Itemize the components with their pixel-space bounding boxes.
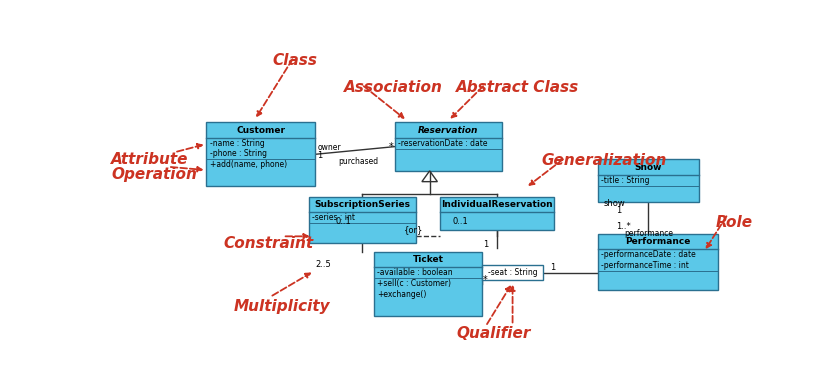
Text: Show: Show xyxy=(634,163,662,172)
Text: 2..5: 2..5 xyxy=(315,260,331,269)
Text: Class: Class xyxy=(272,53,318,68)
Text: Performance: Performance xyxy=(625,237,691,246)
Text: IndividualReservation: IndividualReservation xyxy=(442,200,553,209)
Text: {or}: {or} xyxy=(404,225,423,234)
Text: 1: 1 xyxy=(615,206,621,215)
Text: performance: performance xyxy=(624,229,673,238)
Text: Ticket: Ticket xyxy=(413,255,443,264)
Text: -name : String: -name : String xyxy=(209,139,265,148)
Text: Multiplicity: Multiplicity xyxy=(233,299,330,314)
Text: 1: 1 xyxy=(483,240,489,249)
Text: -title : String: -title : String xyxy=(601,176,649,184)
Text: Qualifier: Qualifier xyxy=(456,327,530,341)
Text: +sell(c : Customer): +sell(c : Customer) xyxy=(377,279,451,288)
Text: 0..1: 0..1 xyxy=(335,217,351,226)
Bar xyxy=(440,197,554,230)
Text: -phone : String: -phone : String xyxy=(209,149,266,158)
Text: 0..1: 0..1 xyxy=(453,217,469,226)
Text: -reservationDate : date: -reservationDate : date xyxy=(398,139,487,148)
Text: show: show xyxy=(604,198,626,208)
Text: -performanceTime : int: -performanceTime : int xyxy=(601,261,689,270)
Text: SubscriptionSeries: SubscriptionSeries xyxy=(314,200,410,209)
Bar xyxy=(374,252,482,316)
Text: 1..*: 1..* xyxy=(615,222,630,231)
Text: 1: 1 xyxy=(550,263,555,272)
Text: +add(name, phone): +add(name, phone) xyxy=(209,160,287,169)
Text: -seat : String: -seat : String xyxy=(488,268,538,277)
Text: -performanceDate : date: -performanceDate : date xyxy=(601,250,696,259)
Text: Customer: Customer xyxy=(237,125,285,135)
Text: purchased: purchased xyxy=(338,156,378,166)
Bar xyxy=(598,234,718,290)
Text: Role: Role xyxy=(715,215,753,230)
Text: Constraint: Constraint xyxy=(223,236,313,251)
Text: owner: owner xyxy=(318,144,341,152)
Text: Association: Association xyxy=(344,80,442,95)
Text: Generalization: Generalization xyxy=(541,153,667,168)
Text: Operation: Operation xyxy=(111,167,197,182)
Text: *: * xyxy=(482,274,487,285)
Text: 1: 1 xyxy=(318,151,323,160)
Text: Reservation: Reservation xyxy=(418,125,479,135)
Bar xyxy=(308,197,416,243)
Text: +exchange(): +exchange() xyxy=(377,290,427,299)
Bar xyxy=(394,122,502,171)
Text: -available : boolean: -available : boolean xyxy=(377,268,452,277)
Text: -series : int: -series : int xyxy=(312,213,355,222)
Text: Attribute: Attribute xyxy=(111,152,189,167)
Bar xyxy=(598,159,699,202)
Bar xyxy=(482,265,543,280)
Text: *: * xyxy=(389,143,394,152)
Text: Abstract Class: Abstract Class xyxy=(456,80,579,95)
Bar xyxy=(207,122,315,186)
